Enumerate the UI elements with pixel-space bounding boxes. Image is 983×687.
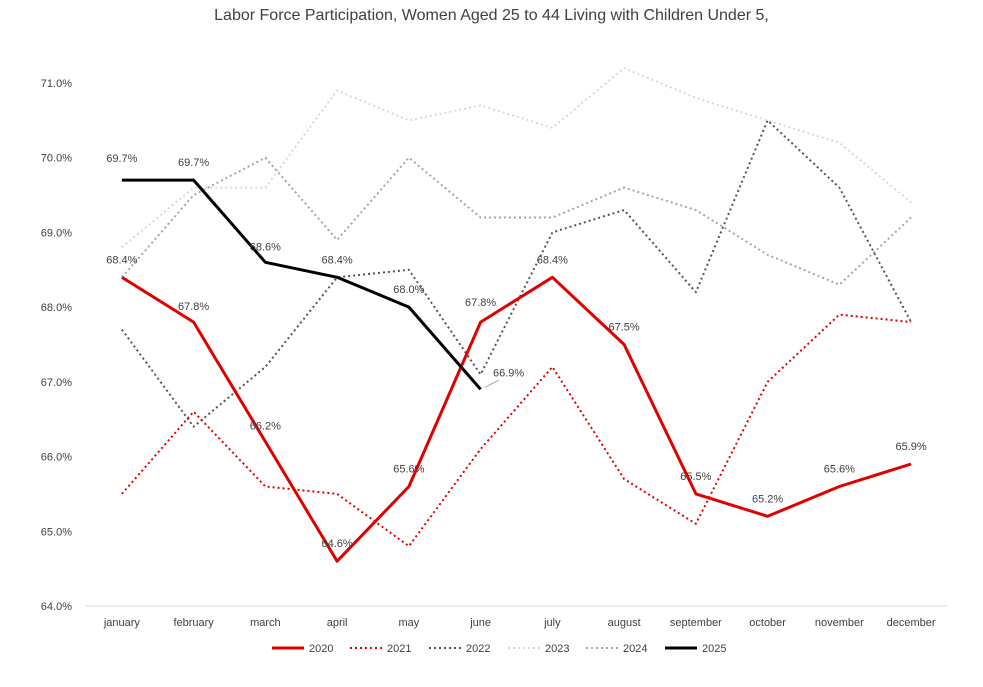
data-label-2020: 67.8% — [465, 297, 496, 309]
data-label-2025: 68.6% — [250, 241, 281, 253]
series-line-2025 — [121, 178, 482, 391]
series-line-2023 — [121, 67, 912, 249]
data-label-2025: 68.0% — [393, 284, 424, 296]
y-tick-label: 66.0% — [41, 452, 72, 464]
legend-label-2025: 2025 — [702, 643, 726, 655]
series-line-2021 — [121, 313, 912, 548]
series-line-2022 — [121, 119, 912, 428]
data-label-2020: 68.4% — [537, 254, 568, 266]
y-tick-label: 65.0% — [41, 526, 72, 538]
data-label-2025: 68.4% — [322, 254, 353, 266]
y-tick-label: 69.0% — [41, 227, 72, 239]
data-label-2025: 69.7% — [178, 157, 209, 169]
data-label-2020: 65.6% — [393, 463, 424, 475]
series-line-2024 — [121, 156, 912, 286]
y-tick-label: 67.0% — [41, 377, 72, 389]
chart-title: Labor Force Participation, Women Aged 25… — [214, 7, 769, 24]
legend-label-2024: 2024 — [623, 643, 647, 655]
data-label-2025: 66.9% — [493, 367, 524, 379]
x-tick-label: december — [887, 617, 936, 629]
y-tick-label: 71.0% — [41, 78, 72, 90]
data-label-2020: 65.9% — [896, 441, 927, 453]
x-tick-label: august — [608, 617, 641, 629]
x-tick-label: july — [543, 617, 561, 629]
x-tick-label: april — [327, 617, 348, 629]
x-tick-label: october — [749, 617, 786, 629]
data-label-2020: 65.6% — [824, 463, 855, 475]
x-tick-label: february — [173, 617, 214, 629]
data-label-2020: 64.6% — [322, 538, 353, 550]
data-label-2020: 68.4% — [106, 254, 137, 266]
y-tick-label: 64.0% — [41, 601, 72, 613]
data-label-2020: 66.2% — [250, 421, 281, 433]
x-tick-label: may — [398, 617, 419, 629]
y-tick-label: 70.0% — [41, 153, 72, 165]
legend-label-2020: 2020 — [309, 643, 333, 655]
data-label-2025: 69.7% — [106, 153, 137, 165]
legend-label-2021: 2021 — [387, 643, 411, 655]
data-label-2020: 65.5% — [680, 471, 711, 483]
legend-label-2023: 2023 — [545, 643, 569, 655]
data-label-2020: 65.2% — [752, 493, 783, 505]
x-tick-label: november — [815, 617, 864, 629]
data-label-2020: 67.8% — [178, 301, 209, 313]
x-tick-label: september — [670, 617, 722, 629]
x-tick-label: january — [103, 617, 141, 629]
x-tick-label: march — [250, 617, 281, 629]
series-line-2020 — [121, 275, 912, 563]
x-tick-label: june — [469, 617, 491, 629]
data-label-2020: 67.5% — [609, 322, 640, 334]
legend-label-2022: 2022 — [466, 643, 490, 655]
leader-line — [484, 379, 499, 388]
y-tick-label: 68.0% — [41, 302, 72, 314]
